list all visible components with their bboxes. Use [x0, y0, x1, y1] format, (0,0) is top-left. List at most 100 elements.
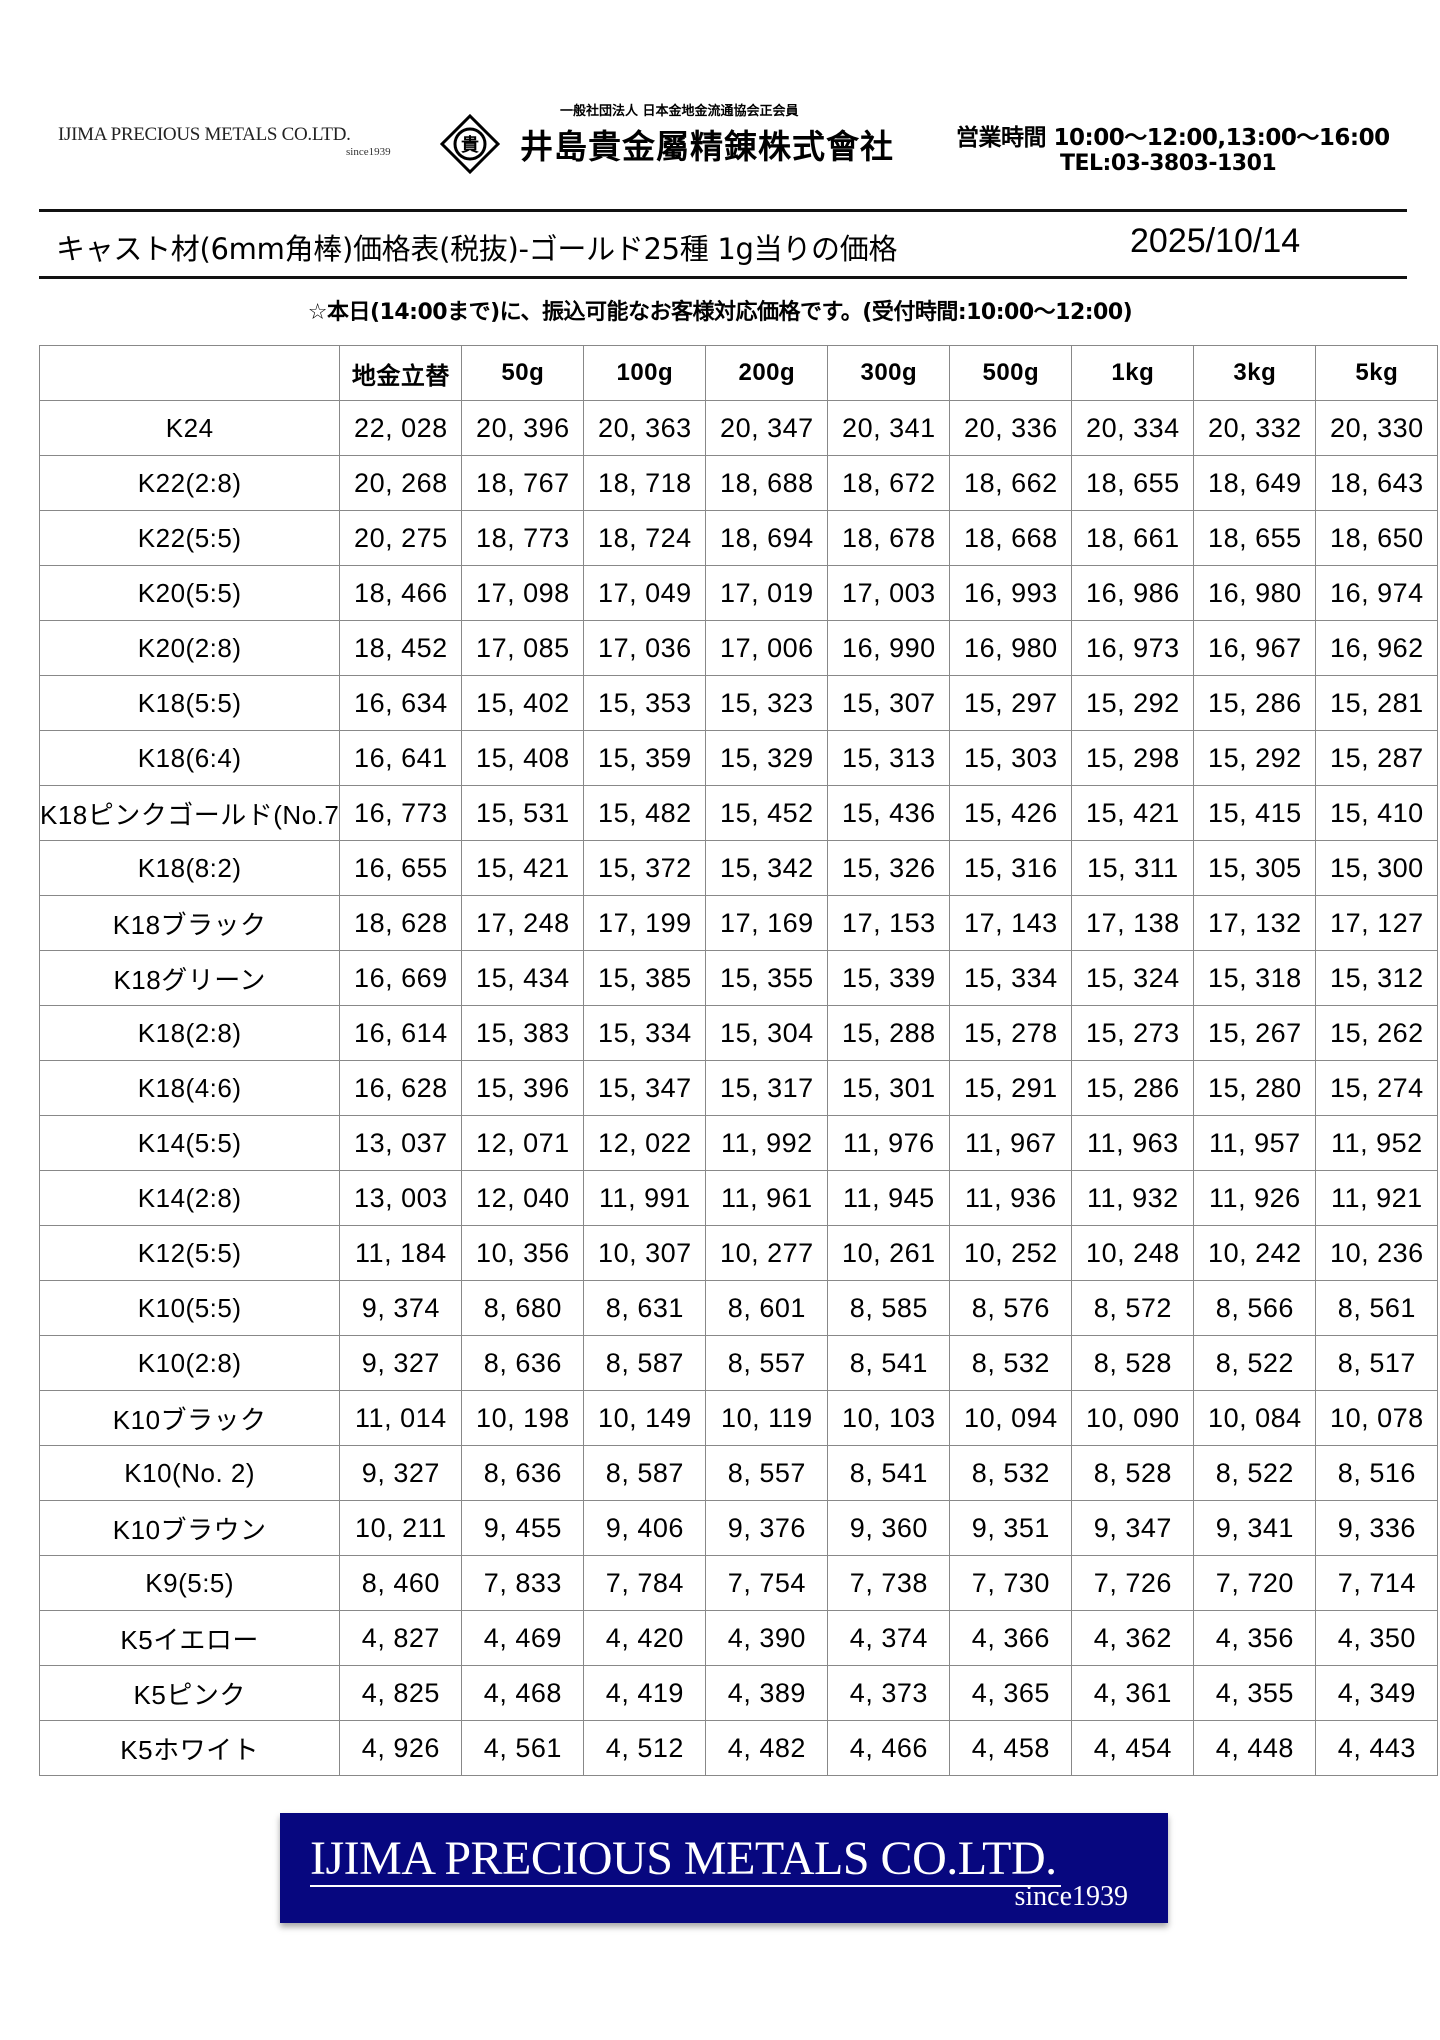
price-cell: 8, 585	[827, 1280, 951, 1336]
price-cell: 15, 434	[461, 950, 585, 1006]
price-cell: 4, 350	[1315, 1610, 1439, 1666]
svg-text:貴: 貴	[461, 134, 479, 156]
price-cell: 15, 359	[583, 730, 707, 786]
price-cell: 4, 482	[705, 1720, 829, 1776]
price-cell: 15, 267	[1193, 1005, 1317, 1061]
price-cell: 4, 468	[461, 1665, 585, 1721]
price-cell: 15, 421	[1071, 785, 1195, 841]
price-cell: 17, 049	[583, 565, 707, 621]
price-cell: 15, 317	[705, 1060, 829, 1116]
alloy-name-cell: K18(5:5)	[38, 675, 341, 731]
price-cell: 7, 754	[705, 1555, 829, 1611]
price-cell: 15, 303	[949, 730, 1073, 786]
price-cell: 15, 274	[1315, 1060, 1439, 1116]
price-cell: 17, 003	[827, 565, 951, 621]
price-cell: 9, 336	[1315, 1500, 1439, 1556]
price-cell: 15, 280	[1193, 1060, 1317, 1116]
price-cell: 17, 153	[827, 895, 951, 951]
column-header	[38, 345, 341, 401]
price-cell: 15, 326	[827, 840, 951, 896]
table-row: K24 22, 028 20, 396 20, 363 20, 347 20, 341 20…	[38, 400, 1439, 456]
alloy-name-cell: K20(2:8)	[38, 620, 341, 676]
price-cell: 8, 541	[827, 1335, 951, 1391]
price-cell: 16, 993	[949, 565, 1073, 621]
price-cell: 15, 372	[583, 840, 707, 896]
price-cell: 15, 292	[1071, 675, 1195, 731]
table-row: K10ブラウン 10, 211 9, 455 9, 406 9, 376 9, 360 9,…	[38, 1500, 1439, 1556]
price-cell: 15, 334	[949, 950, 1073, 1006]
price-cell: 11, 945	[827, 1170, 951, 1226]
price-cell: 8, 572	[1071, 1280, 1195, 1336]
price-cell: 11, 963	[1071, 1115, 1195, 1171]
price-cell: 15, 353	[583, 675, 707, 731]
divider-top	[39, 209, 1407, 212]
alloy-name-cell: K18ピンクゴールド(No.7	[38, 785, 341, 841]
price-cell: 18, 650	[1315, 510, 1439, 566]
price-cell: 10, 084	[1193, 1390, 1317, 1446]
price-cell: 15, 278	[949, 1005, 1073, 1061]
price-cell: 4, 366	[949, 1610, 1073, 1666]
alloy-name-cell: K14(5:5)	[38, 1115, 341, 1171]
price-cell: 10, 198	[461, 1390, 585, 1446]
price-cell: 4, 458	[949, 1720, 1073, 1776]
price-cell: 16, 990	[827, 620, 951, 676]
price-cell: 11, 952	[1315, 1115, 1439, 1171]
price-cell: 18, 452	[339, 620, 463, 676]
price-cell: 4, 349	[1315, 1665, 1439, 1721]
price-cell: 8, 601	[705, 1280, 829, 1336]
price-cell: 13, 003	[339, 1170, 463, 1226]
price-cell: 17, 138	[1071, 895, 1195, 951]
price-cell: 4, 827	[339, 1610, 463, 1666]
price-cell: 11, 992	[705, 1115, 829, 1171]
price-cell: 8, 557	[705, 1335, 829, 1391]
price-cell: 10, 103	[827, 1390, 951, 1446]
price-cell: 18, 672	[827, 455, 951, 511]
price-cell: 18, 643	[1315, 455, 1439, 511]
price-cell: 7, 730	[949, 1555, 1073, 1611]
table-row: K18ブラック 18, 628 17, 248 17, 199 17, 169 17, 1…	[38, 895, 1439, 951]
price-cell: 20, 275	[339, 510, 463, 566]
price-cell: 15, 421	[461, 840, 585, 896]
price-cell: 8, 528	[1071, 1335, 1195, 1391]
price-cell: 18, 773	[461, 510, 585, 566]
price-cell: 8, 541	[827, 1445, 951, 1501]
price-cell: 15, 304	[705, 1005, 829, 1061]
price-cell: 20, 268	[339, 455, 463, 511]
price-cell: 4, 469	[461, 1610, 585, 1666]
column-header: 200g	[705, 345, 829, 401]
price-table: 地金立替 50g 100g 200g 300g 500g 1kg 3kg 5kg K24 22, 0…	[38, 345, 1439, 1776]
price-cell: 4, 361	[1071, 1665, 1195, 1721]
alloy-name-cell: K20(5:5)	[38, 565, 341, 621]
alloy-name-cell: K18(8:2)	[38, 840, 341, 896]
price-cell: 11, 921	[1315, 1170, 1439, 1226]
price-cell: 9, 406	[583, 1500, 707, 1556]
price-cell: 8, 587	[583, 1335, 707, 1391]
price-cell: 17, 169	[705, 895, 829, 951]
price-cell: 16, 634	[339, 675, 463, 731]
price-cell: 8, 517	[1315, 1335, 1439, 1391]
price-cell: 15, 415	[1193, 785, 1317, 841]
price-cell: 17, 132	[1193, 895, 1317, 951]
price-cell: 4, 390	[705, 1610, 829, 1666]
business-hours: 営業時間 10:00～12:00,13:00～16:00	[956, 125, 1390, 151]
price-cell: 15, 298	[1071, 730, 1195, 786]
price-cell: 9, 351	[949, 1500, 1073, 1556]
price-cell: 15, 323	[705, 675, 829, 731]
price-cell: 15, 318	[1193, 950, 1317, 1006]
price-cell: 15, 482	[583, 785, 707, 841]
price-cell: 4, 373	[827, 1665, 951, 1721]
price-cell: 13, 037	[339, 1115, 463, 1171]
price-cell: 16, 641	[339, 730, 463, 786]
price-cell: 15, 324	[1071, 950, 1195, 1006]
alloy-name-cell: K10ブラック	[38, 1390, 341, 1446]
column-header: 3kg	[1193, 345, 1317, 401]
price-cell: 11, 184	[339, 1225, 463, 1281]
price-cell: 18, 649	[1193, 455, 1317, 511]
price-cell: 17, 098	[461, 565, 585, 621]
price-cell: 7, 726	[1071, 1555, 1195, 1611]
alloy-name-cell: K10ブラウン	[38, 1500, 341, 1556]
phone-number: TEL:03-3803-1301	[1060, 151, 1277, 176]
price-cell: 9, 347	[1071, 1500, 1195, 1556]
price-cell: 8, 566	[1193, 1280, 1317, 1336]
price-cell: 11, 957	[1193, 1115, 1317, 1171]
